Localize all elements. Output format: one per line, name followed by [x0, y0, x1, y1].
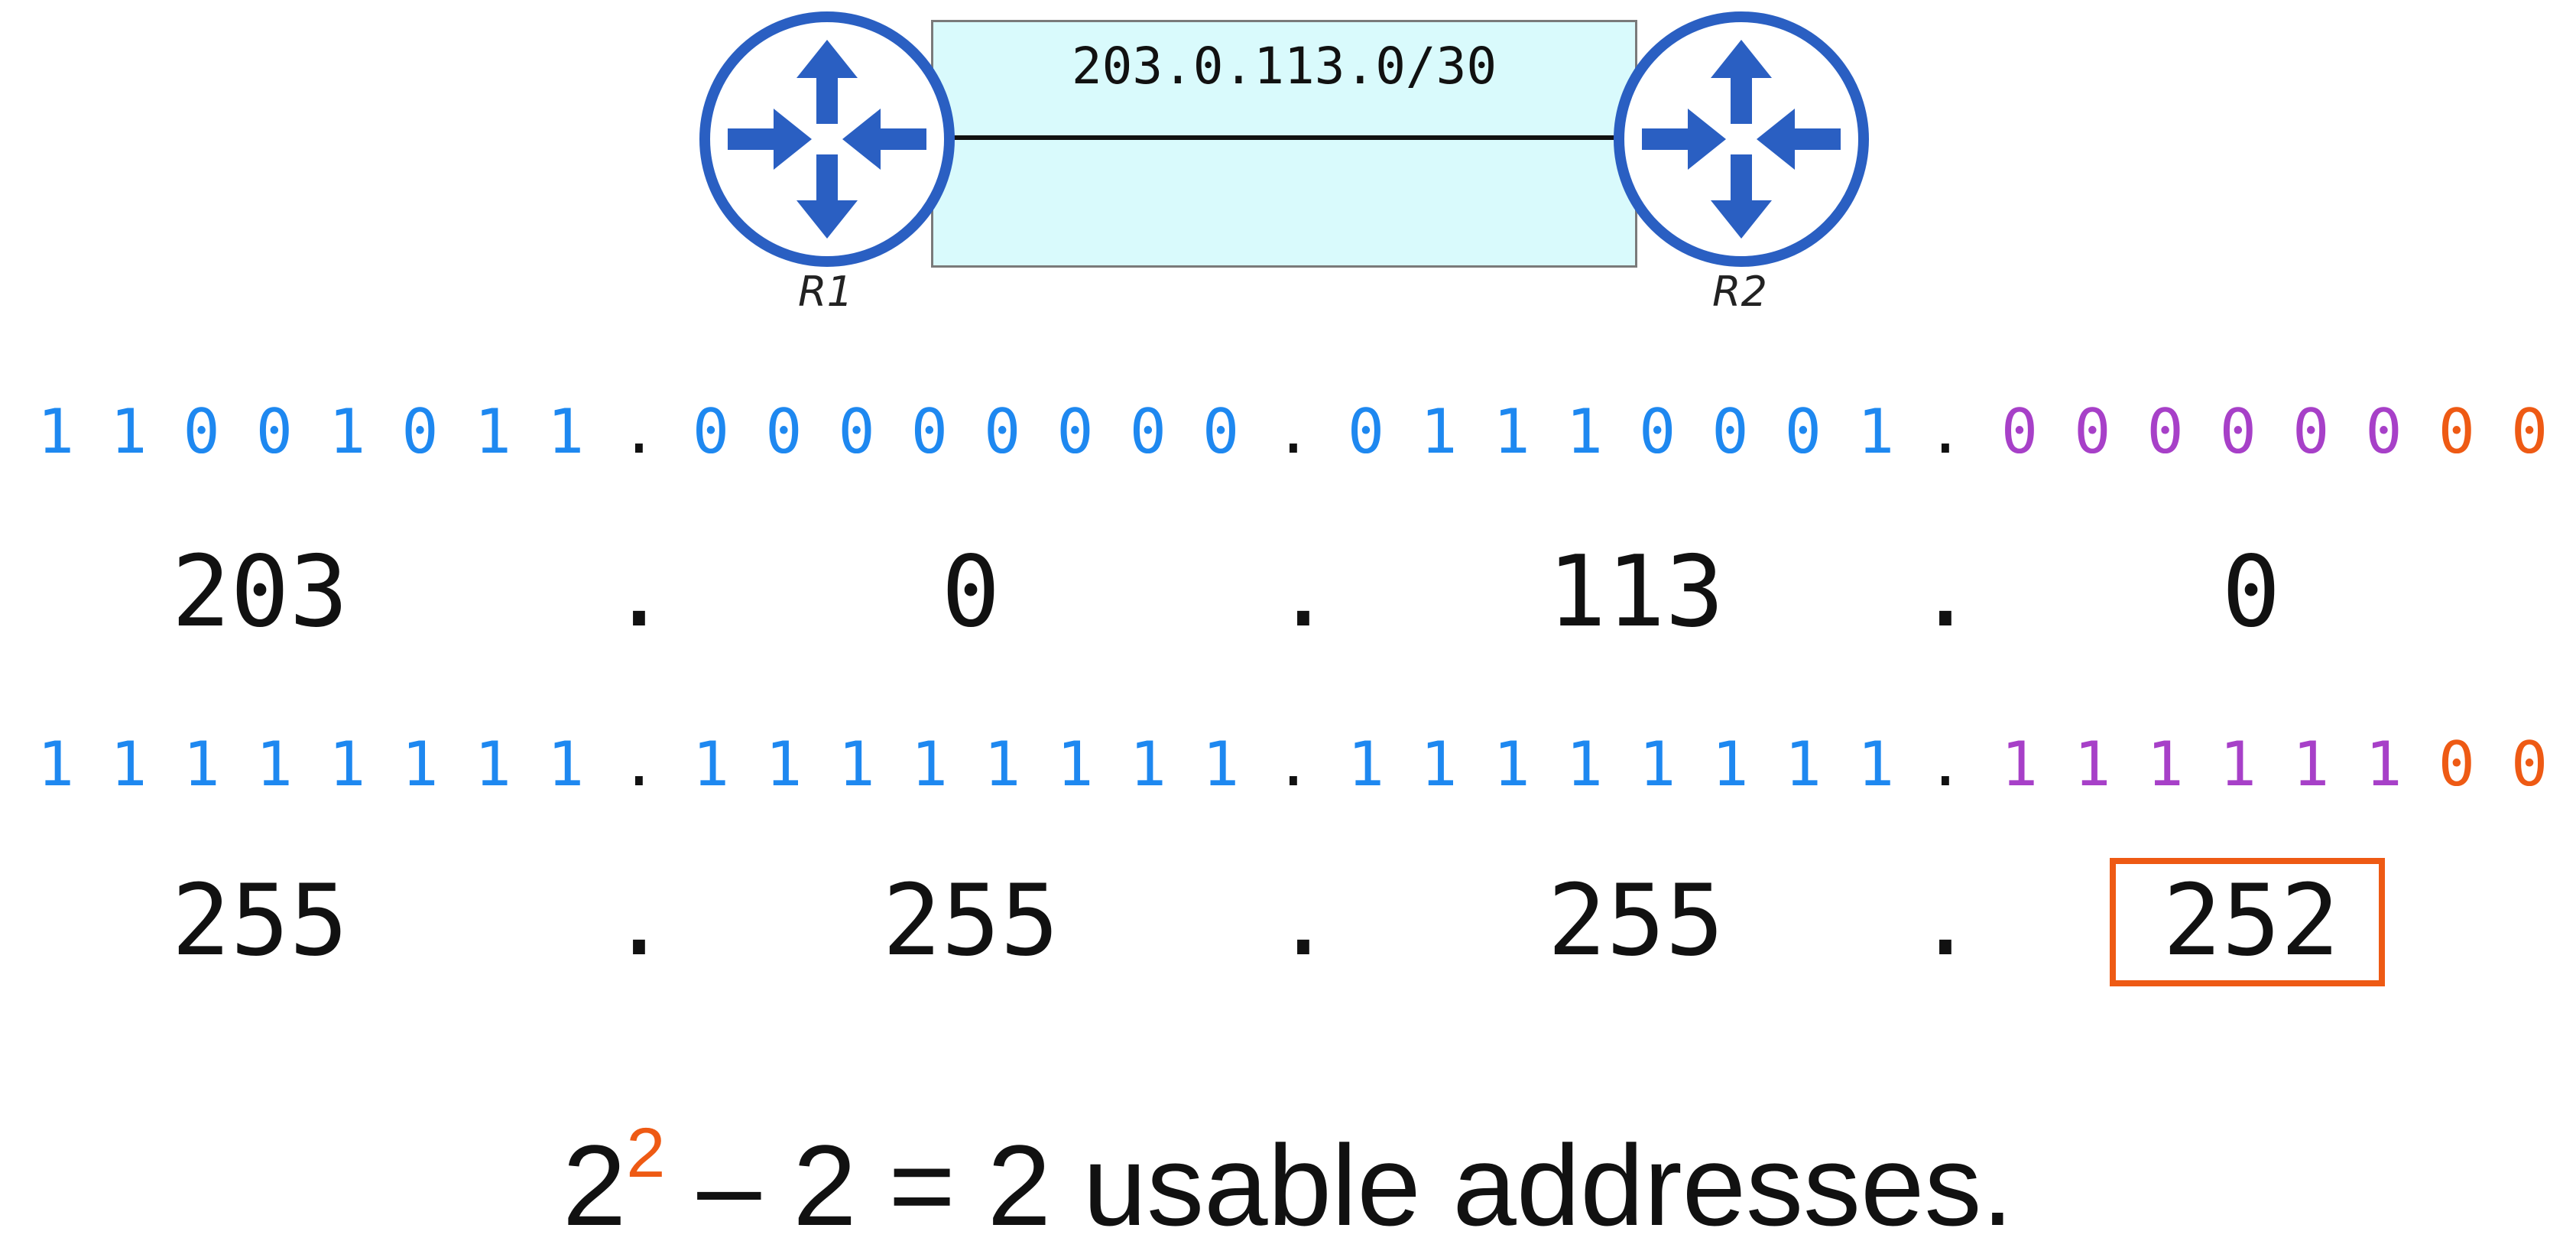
highlight-box-252 — [2110, 858, 2385, 986]
ip-binary-bit: 0 — [2074, 396, 2111, 467]
mask-binary-bit: 1 — [2365, 729, 2402, 800]
mask-binary-bit: 1 — [692, 729, 730, 800]
ip-binary-bit: 0 — [1129, 396, 1166, 467]
ip-binary-bit: 0 — [1784, 396, 1822, 467]
mask-binary-bit: 1 — [2146, 729, 2184, 800]
ip-binary-bit: 0 — [1711, 396, 1749, 467]
ip-binary-bit: 0 — [2219, 396, 2256, 467]
link-cable — [936, 135, 1632, 140]
ip-binary-bit: 0 — [183, 396, 220, 467]
link-subnet-box — [931, 20, 1637, 268]
ip-binary-bit: 1 — [1857, 396, 1895, 467]
mask-decimal-separator: . — [609, 864, 669, 978]
mask-binary-bit: 1 — [984, 729, 1021, 800]
mask-binary-bit: 1 — [1639, 729, 1676, 800]
ip-binary-bit: 1 — [329, 396, 366, 467]
ip-decimal-octet: 0 — [2221, 535, 2281, 649]
mask-binary-bit: 1 — [401, 729, 439, 800]
ip-binary-bit: 0 — [1639, 396, 1676, 467]
router-icon — [1614, 11, 1869, 267]
router-icon — [699, 11, 955, 267]
mask-binary-bit: 0 — [2511, 729, 2548, 800]
router-label-r2: R2 — [1712, 268, 1767, 316]
mask-binary-bit: 1 — [1347, 729, 1385, 800]
ip-binary-bit: 0 — [692, 396, 730, 467]
mask-binary-bit: 1 — [765, 729, 803, 800]
ip-decimal-octet: 0 — [941, 535, 1001, 649]
ip-binary-bit: 1 — [547, 396, 585, 467]
ip-binary-bit: 0 — [765, 396, 803, 467]
ip-binary-separator: . — [620, 396, 658, 467]
mask-binary-bit: 1 — [1056, 729, 1094, 800]
mask-binary-bit: 1 — [838, 729, 875, 800]
mask-decimal-separator: . — [1916, 864, 1975, 978]
mask-binary-bit: 1 — [2074, 729, 2111, 800]
ip-binary-bit: 0 — [2146, 396, 2184, 467]
mask-binary-separator: . — [620, 729, 658, 800]
mask-decimal-octet: 252 — [2162, 864, 2340, 978]
mask-binary-bit: 1 — [547, 729, 585, 800]
router-r1 — [697, 9, 957, 269]
ip-binary-bit: 0 — [1202, 396, 1240, 467]
mask-binary-bit: 1 — [1565, 729, 1603, 800]
ip-binary-bit: 0 — [910, 396, 948, 467]
ip-decimal-separator: . — [1273, 535, 1333, 649]
mask-binary-bit: 1 — [1420, 729, 1458, 800]
ip-binary-separator: . — [1274, 396, 1312, 467]
mask-binary-bit: 1 — [255, 729, 293, 800]
ip-decimal-separator: . — [609, 535, 669, 649]
router-r2 — [1611, 9, 1871, 269]
ip-binary-bit: 0 — [255, 396, 293, 467]
subnet-label: 203.0.113.0/30 — [1071, 37, 1497, 96]
ip-decimal-separator: . — [1916, 535, 1975, 649]
mask-binary-bit: 1 — [1857, 729, 1895, 800]
mask-binary-bit: 1 — [1493, 729, 1530, 800]
ip-binary-bit: 1 — [1565, 396, 1603, 467]
mask-binary-bit: 1 — [110, 729, 148, 800]
ip-binary-bit: 0 — [2000, 396, 2039, 467]
ip-binary-bit: 0 — [2511, 396, 2548, 467]
mask-binary-bit: 1 — [474, 729, 511, 800]
ip-binary-bit: 1 — [1420, 396, 1458, 467]
mask-decimal-separator: . — [1273, 864, 1333, 978]
ip-binary-bit: 0 — [838, 396, 875, 467]
ip-binary-bit: 0 — [2292, 396, 2330, 467]
mask-binary-bit: 1 — [2219, 729, 2256, 800]
mask-decimal-octet: 255 — [171, 864, 349, 978]
mask-binary-bit: 1 — [1202, 729, 1240, 800]
mask-binary-separator: . — [1274, 729, 1312, 800]
mask-decimal-octet: 255 — [1547, 864, 1724, 978]
ip-binary-bit: 1 — [1493, 396, 1530, 467]
mask-binary-bit: 1 — [1784, 729, 1822, 800]
mask-binary-bit: 1 — [329, 729, 366, 800]
ip-decimal-octet: 203 — [171, 535, 349, 649]
mask-binary-bit: 1 — [183, 729, 220, 800]
mask-binary-bit: 1 — [2000, 729, 2039, 800]
formula-exponent: 2 — [626, 1114, 666, 1192]
ip-binary-bit: 0 — [2438, 396, 2475, 467]
formula-base: 2 — [562, 1121, 627, 1249]
usable-addresses-formula: 22 – 2 = 2 usable addresses. — [0, 1093, 2576, 1254]
mask-binary-bit: 1 — [37, 729, 75, 800]
ip-binary-separator: . — [1926, 396, 1964, 467]
mask-binary-bit: 1 — [1711, 729, 1749, 800]
ip-binary-bit: 0 — [984, 396, 1021, 467]
mask-binary-bit: 1 — [2292, 729, 2330, 800]
ip-binary-bit: 1 — [37, 396, 75, 467]
ip-binary-bit: 0 — [1347, 396, 1385, 467]
ip-binary-bit: 0 — [401, 396, 439, 467]
formula-rest: – 2 = 2 usable addresses. — [665, 1121, 2014, 1249]
mask-decimal-octet: 255 — [882, 864, 1059, 978]
mask-binary-bit: 1 — [1129, 729, 1166, 800]
router-label-r1: R1 — [798, 268, 853, 316]
mask-binary-bit: 1 — [910, 729, 948, 800]
ip-binary-bit: 1 — [110, 396, 148, 467]
ip-binary-bit: 0 — [1056, 396, 1094, 467]
mask-binary-separator: . — [1926, 729, 1964, 800]
ip-decimal-octet: 113 — [1547, 535, 1724, 649]
ip-binary-bit: 1 — [474, 396, 511, 467]
ip-binary-bit: 0 — [2365, 396, 2402, 467]
mask-binary-bit: 0 — [2438, 729, 2475, 800]
